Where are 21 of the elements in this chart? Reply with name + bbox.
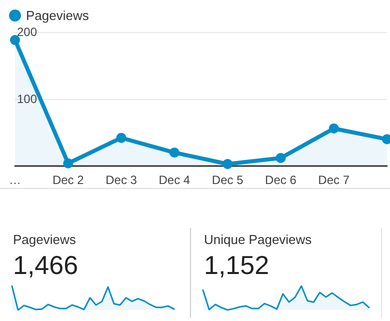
- legend-label: Pageviews: [26, 8, 90, 23]
- x-tick-label: Dec 7: [318, 173, 350, 187]
- x-tick-label: …: [9, 173, 21, 187]
- point: [276, 152, 286, 163]
- x-tick-label: Dec 2: [52, 173, 84, 187]
- x-tick-label: Dec 3: [106, 173, 138, 187]
- y-tick-label: 100: [17, 92, 38, 106]
- point: [328, 123, 339, 134]
- chart-title: Pageviews: [13, 232, 76, 247]
- point: [10, 35, 20, 46]
- point: [116, 132, 126, 143]
- x-tick-label: Dec 6: [265, 173, 297, 187]
- x-tick-label: Dec 5: [212, 173, 244, 187]
- point: [222, 158, 233, 169]
- point: [63, 158, 74, 168]
- chart-subtitle: 1,152: [204, 250, 270, 280]
- point: [169, 148, 180, 158]
- y-tick-label: 200: [17, 25, 38, 39]
- chart-subtitle: 1,466: [13, 250, 78, 280]
- chart-title: Unique Pageviews: [204, 232, 312, 247]
- x-tick-label: Dec 4: [158, 173, 190, 187]
